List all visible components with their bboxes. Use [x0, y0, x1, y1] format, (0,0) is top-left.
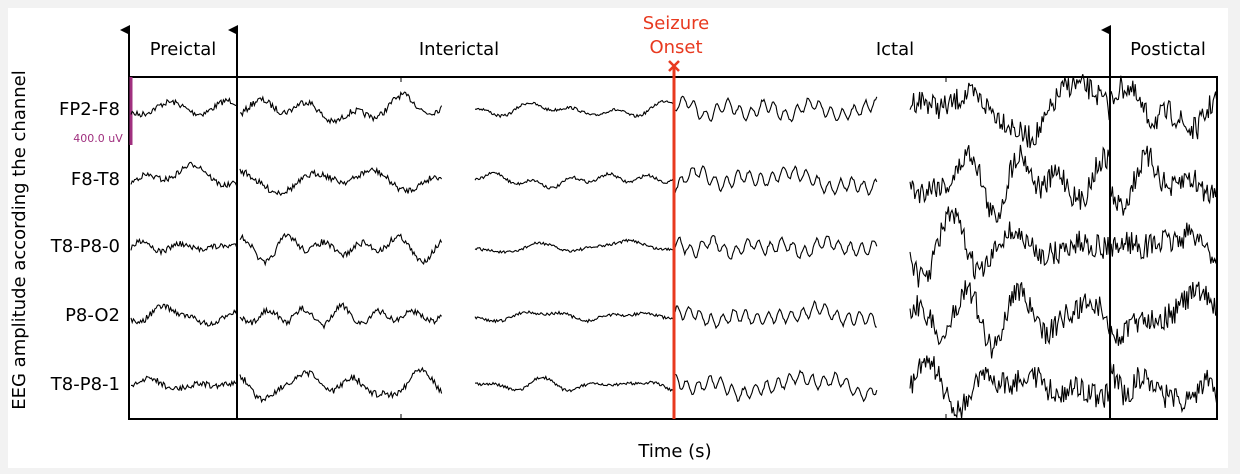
- eeg-trace: [130, 375, 237, 392]
- channel-label: FP2-F8: [59, 99, 120, 120]
- onset-label: Onset: [649, 37, 702, 58]
- eeg-trace: [909, 355, 1110, 419]
- x-axis-label: Time (s): [637, 441, 711, 462]
- y-axis-label: EEG amplitude according the channel: [9, 70, 30, 410]
- phase-label: Preictal: [150, 39, 217, 60]
- eeg-trace: [909, 74, 1110, 149]
- eeg-trace: [673, 300, 877, 330]
- channel-label: T8-P8-1: [50, 374, 120, 395]
- eeg-trace: [239, 302, 442, 330]
- eeg-trace: [1109, 75, 1218, 140]
- eeg-trace: [474, 99, 674, 119]
- phase-label: Postictal: [1130, 39, 1206, 60]
- scale-label: 400.0 uV: [73, 132, 123, 145]
- eeg-trace: [1109, 281, 1218, 346]
- traces: [130, 74, 1218, 419]
- onset-marker: [668, 60, 680, 72]
- eeg-trace: [474, 375, 674, 393]
- eeg-trace: [909, 280, 1110, 359]
- eeg-trace: [130, 96, 237, 118]
- channel-label: F8-T8: [71, 169, 120, 190]
- eeg-trace: [909, 144, 1110, 223]
- eeg-trace: [474, 310, 674, 324]
- channel-label: P8-O2: [65, 305, 120, 326]
- eeg-trace: [130, 303, 238, 327]
- onset-label: Seizure: [643, 13, 709, 34]
- eeg-trace: [239, 232, 443, 267]
- phase-label: Interictal: [419, 39, 499, 60]
- eeg-trace: [474, 238, 674, 255]
- eeg-trace: [673, 369, 878, 403]
- eeg-trace: [239, 366, 443, 404]
- eeg-trace: [239, 90, 443, 125]
- channel-label: T8-P8-0: [50, 236, 120, 257]
- eeg-trace: [673, 95, 878, 123]
- eeg-trace: [1109, 356, 1218, 414]
- eeg-trace: [239, 166, 443, 197]
- eeg-trace: [673, 165, 878, 196]
- eeg-trace: [130, 161, 238, 189]
- eeg-trace: [1109, 222, 1218, 265]
- eeg-trace: [673, 235, 878, 260]
- eeg-trace: [1109, 145, 1218, 216]
- panel: [8, 8, 1228, 468]
- eeg-trace: [130, 237, 238, 257]
- phase-label: Ictal: [876, 39, 914, 60]
- eeg-trace: [474, 171, 674, 190]
- eeg-trace: [909, 206, 1110, 288]
